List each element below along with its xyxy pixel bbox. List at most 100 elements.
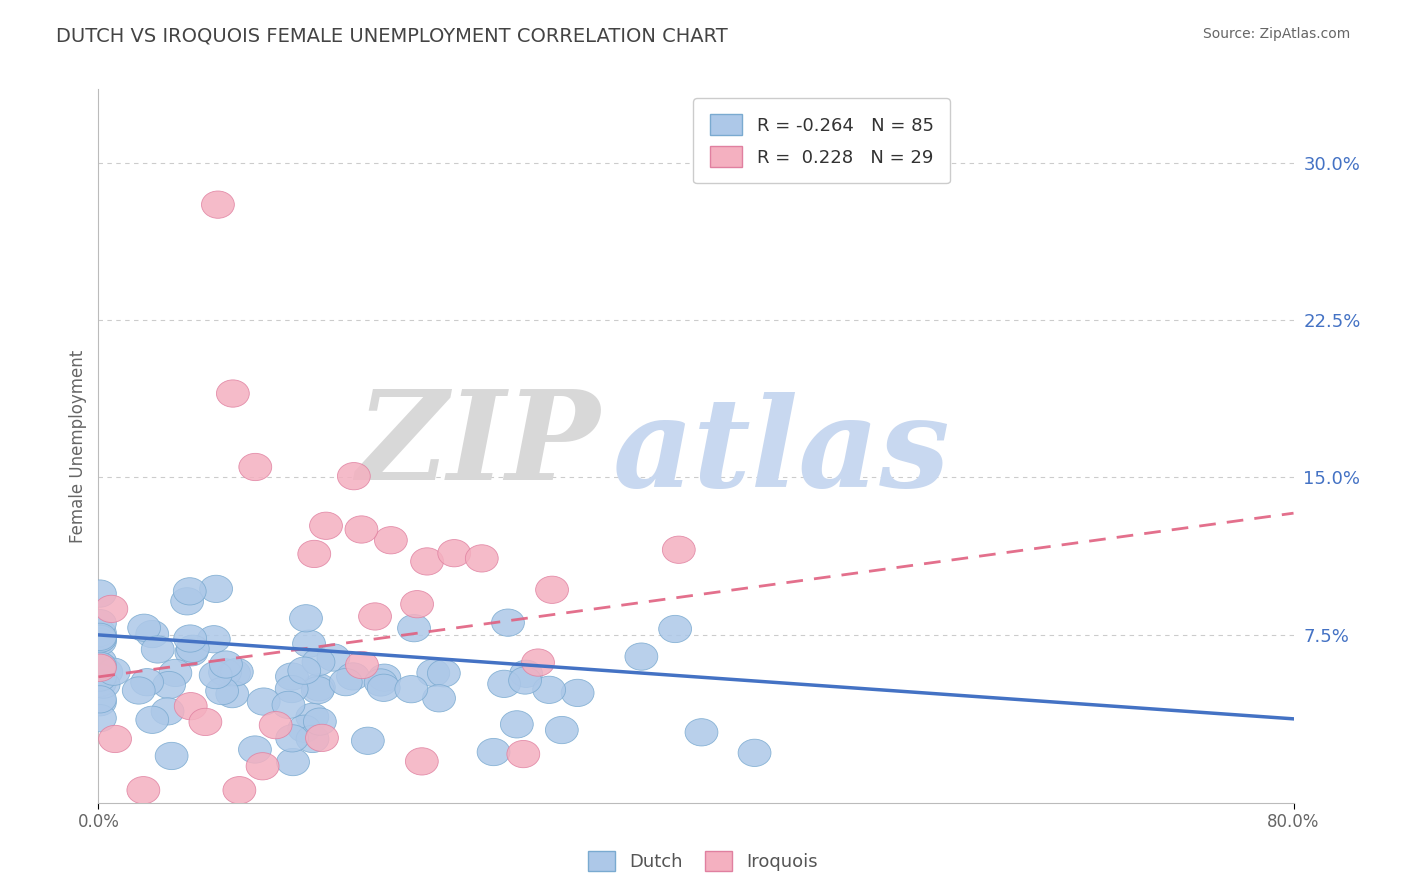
Ellipse shape [201, 191, 235, 219]
Ellipse shape [136, 621, 169, 648]
Ellipse shape [304, 708, 336, 735]
Legend: Dutch, Iroquois: Dutch, Iroquois [581, 844, 825, 879]
Ellipse shape [87, 671, 120, 698]
Ellipse shape [352, 727, 384, 755]
Ellipse shape [492, 609, 524, 636]
Ellipse shape [98, 725, 132, 753]
Ellipse shape [90, 658, 122, 686]
Ellipse shape [97, 658, 131, 685]
Ellipse shape [218, 659, 250, 687]
Ellipse shape [83, 654, 117, 681]
Ellipse shape [83, 619, 117, 647]
Ellipse shape [277, 748, 309, 776]
Ellipse shape [536, 576, 568, 603]
Ellipse shape [305, 724, 339, 752]
Ellipse shape [501, 711, 533, 738]
Ellipse shape [83, 653, 117, 681]
Ellipse shape [200, 575, 232, 602]
Ellipse shape [150, 698, 184, 725]
Ellipse shape [359, 603, 391, 630]
Ellipse shape [188, 708, 222, 736]
Ellipse shape [200, 662, 232, 689]
Ellipse shape [364, 669, 396, 696]
Ellipse shape [509, 660, 543, 688]
Ellipse shape [437, 540, 471, 566]
Ellipse shape [292, 630, 325, 657]
Ellipse shape [465, 545, 498, 572]
Ellipse shape [83, 625, 117, 652]
Ellipse shape [344, 516, 378, 543]
Y-axis label: Female Unemployment: Female Unemployment [69, 350, 87, 542]
Ellipse shape [83, 648, 117, 674]
Ellipse shape [246, 753, 278, 780]
Ellipse shape [301, 676, 335, 704]
Ellipse shape [208, 658, 242, 686]
Ellipse shape [173, 578, 207, 605]
Ellipse shape [297, 725, 329, 753]
Ellipse shape [239, 736, 271, 764]
Ellipse shape [509, 667, 541, 694]
Ellipse shape [316, 644, 350, 671]
Ellipse shape [346, 651, 378, 679]
Text: DUTCH VS IROQUOIS FEMALE UNEMPLOYMENT CORRELATION CHART: DUTCH VS IROQUOIS FEMALE UNEMPLOYMENT CO… [56, 27, 728, 45]
Ellipse shape [367, 674, 401, 701]
Ellipse shape [276, 663, 308, 690]
Ellipse shape [83, 652, 117, 679]
Ellipse shape [398, 615, 430, 642]
Ellipse shape [209, 651, 242, 678]
Ellipse shape [288, 657, 321, 684]
Ellipse shape [259, 712, 292, 739]
Ellipse shape [197, 625, 231, 653]
Ellipse shape [658, 615, 692, 642]
Ellipse shape [685, 719, 718, 746]
Ellipse shape [174, 625, 207, 652]
Ellipse shape [522, 648, 554, 676]
Ellipse shape [423, 685, 456, 712]
Ellipse shape [368, 664, 401, 691]
Ellipse shape [477, 739, 510, 765]
Ellipse shape [295, 703, 329, 731]
Ellipse shape [83, 686, 117, 713]
Legend: R = -0.264   N = 85, R =  0.228   N = 29: R = -0.264 N = 85, R = 0.228 N = 29 [693, 98, 950, 183]
Ellipse shape [374, 526, 408, 554]
Ellipse shape [738, 739, 770, 766]
Ellipse shape [122, 677, 155, 704]
Ellipse shape [153, 672, 186, 698]
Ellipse shape [83, 625, 117, 652]
Ellipse shape [83, 664, 117, 691]
Ellipse shape [83, 628, 117, 656]
Ellipse shape [128, 614, 160, 641]
Text: Source: ZipAtlas.com: Source: ZipAtlas.com [1202, 27, 1350, 41]
Ellipse shape [205, 677, 239, 705]
Ellipse shape [533, 676, 565, 704]
Ellipse shape [309, 512, 343, 540]
Ellipse shape [174, 692, 207, 720]
Ellipse shape [127, 777, 160, 804]
Ellipse shape [83, 624, 117, 650]
Ellipse shape [217, 681, 249, 707]
Ellipse shape [302, 673, 335, 701]
Ellipse shape [395, 675, 427, 703]
Ellipse shape [336, 663, 370, 690]
Ellipse shape [221, 658, 253, 686]
Ellipse shape [141, 636, 174, 663]
Ellipse shape [662, 536, 695, 564]
Ellipse shape [159, 659, 191, 687]
Ellipse shape [546, 716, 578, 744]
Ellipse shape [337, 463, 370, 490]
Ellipse shape [155, 742, 188, 770]
Ellipse shape [83, 689, 117, 716]
Ellipse shape [170, 588, 204, 615]
Ellipse shape [416, 659, 450, 687]
Ellipse shape [224, 777, 256, 804]
Ellipse shape [488, 670, 520, 698]
Ellipse shape [405, 747, 439, 775]
Ellipse shape [83, 670, 117, 697]
Ellipse shape [401, 591, 433, 618]
Ellipse shape [239, 453, 271, 481]
Ellipse shape [302, 648, 335, 675]
Text: ZIP: ZIP [357, 385, 600, 507]
Ellipse shape [411, 548, 443, 575]
Ellipse shape [276, 675, 308, 703]
Ellipse shape [298, 541, 330, 567]
